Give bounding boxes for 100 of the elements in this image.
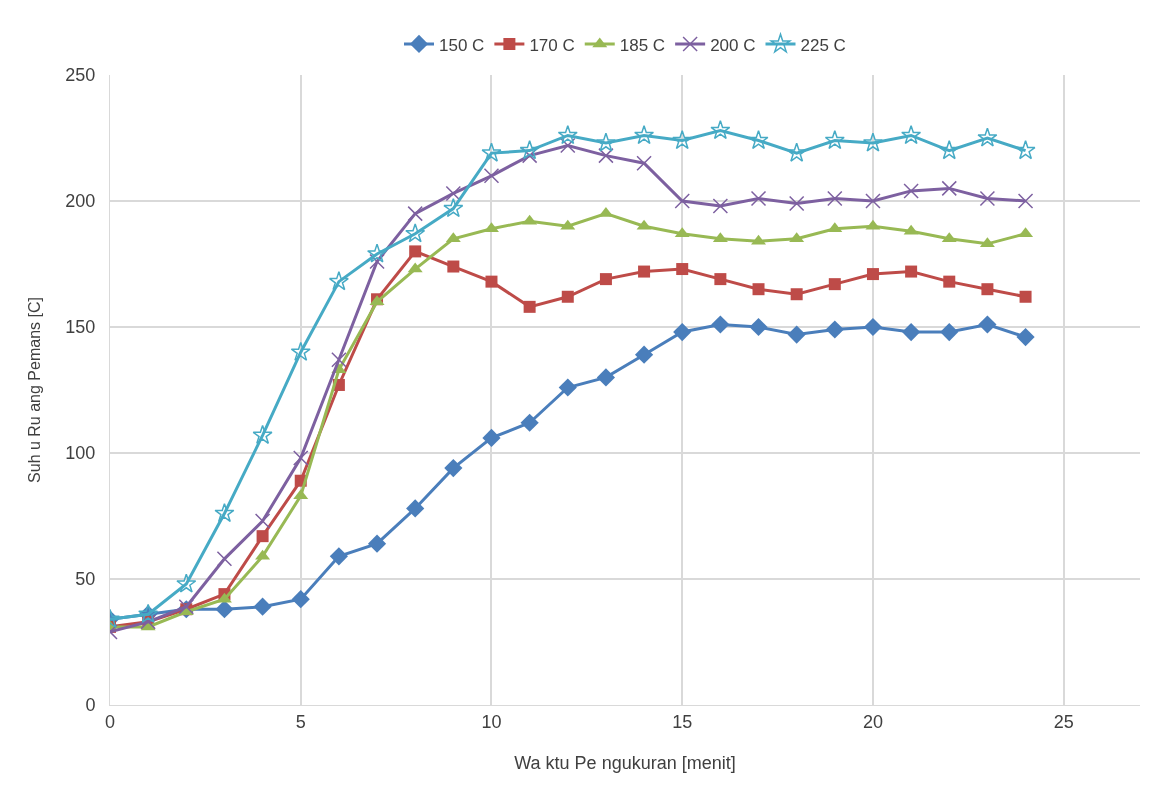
point <box>825 320 844 339</box>
point <box>902 322 921 342</box>
point <box>1019 290 1032 303</box>
x-tick-label: 10 <box>481 711 502 732</box>
point <box>1015 140 1036 160</box>
point <box>977 127 998 147</box>
point <box>1016 327 1035 347</box>
point <box>558 378 577 397</box>
point <box>862 132 884 152</box>
y-tick-label: 250 <box>65 65 96 86</box>
x-tick-label: 20 <box>862 711 883 732</box>
point <box>866 268 879 281</box>
legend-label: 225 C <box>800 35 846 55</box>
point <box>331 352 347 368</box>
x-tick-label: 0 <box>104 711 116 732</box>
y-axis-title: Suh u Ru ang Pemans [C] <box>26 297 44 483</box>
point <box>788 195 805 212</box>
point <box>291 590 310 609</box>
point <box>557 124 578 145</box>
point <box>595 132 616 152</box>
point <box>447 260 460 273</box>
point <box>979 190 996 207</box>
legend-label: 200 C <box>710 35 756 55</box>
x-tick-label: 25 <box>1053 711 1074 732</box>
point <box>596 368 616 387</box>
point <box>750 190 767 207</box>
point <box>710 119 731 140</box>
point <box>215 600 234 619</box>
point <box>256 530 269 543</box>
x-axis-title: Wa ktu Pe ngukuran [menit] <box>514 753 736 773</box>
point <box>636 155 652 171</box>
y-tick-label: 150 <box>65 317 96 338</box>
point <box>178 598 195 615</box>
point <box>901 124 922 145</box>
point <box>482 428 501 447</box>
point <box>561 290 574 303</box>
x-tick-label: 5 <box>295 711 306 732</box>
point <box>1017 193 1034 209</box>
point <box>292 450 309 466</box>
point <box>523 300 536 313</box>
legend-label: 170 C <box>529 35 575 55</box>
point <box>786 142 807 162</box>
point <box>252 424 273 445</box>
point <box>485 275 498 288</box>
point <box>676 263 689 276</box>
point <box>943 275 956 288</box>
point <box>824 129 845 150</box>
point <box>749 317 768 337</box>
point <box>865 193 881 209</box>
point <box>253 597 272 616</box>
point <box>827 190 843 207</box>
point <box>752 283 765 296</box>
point <box>520 413 539 432</box>
point <box>903 183 919 199</box>
point <box>748 129 769 150</box>
point <box>406 499 425 518</box>
point <box>941 180 958 197</box>
point <box>481 142 502 162</box>
legend-label: 150 C <box>439 35 485 55</box>
point <box>598 147 614 164</box>
point <box>711 315 730 334</box>
point <box>254 513 271 529</box>
y-tick-label: 0 <box>85 695 96 716</box>
legend-label: 185 C <box>619 35 666 55</box>
y-tick-label: 50 <box>75 569 96 590</box>
point <box>634 124 655 145</box>
point <box>714 273 727 286</box>
point <box>673 322 692 342</box>
x-tick-label: 15 <box>672 711 693 732</box>
point <box>290 341 311 361</box>
point <box>367 534 387 553</box>
point <box>940 322 959 342</box>
point <box>638 265 651 278</box>
point <box>599 273 612 286</box>
point <box>407 205 423 222</box>
point <box>405 223 426 243</box>
point <box>674 193 690 209</box>
point <box>672 129 693 150</box>
point <box>329 547 348 566</box>
point <box>939 140 960 160</box>
point <box>978 315 997 334</box>
point <box>787 325 806 344</box>
point <box>483 168 500 184</box>
point <box>445 185 462 202</box>
point <box>328 271 349 291</box>
point <box>214 502 235 523</box>
point <box>981 283 994 296</box>
y-tick-label: 200 <box>65 191 96 212</box>
point <box>790 288 803 301</box>
point <box>828 278 841 291</box>
point <box>176 573 197 593</box>
point <box>409 245 422 258</box>
point <box>443 198 464 218</box>
point <box>863 317 883 337</box>
point <box>444 459 463 478</box>
point <box>712 198 729 214</box>
y-tick-label: 100 <box>65 443 96 464</box>
point <box>366 243 388 263</box>
point <box>216 551 233 567</box>
point <box>634 345 654 364</box>
